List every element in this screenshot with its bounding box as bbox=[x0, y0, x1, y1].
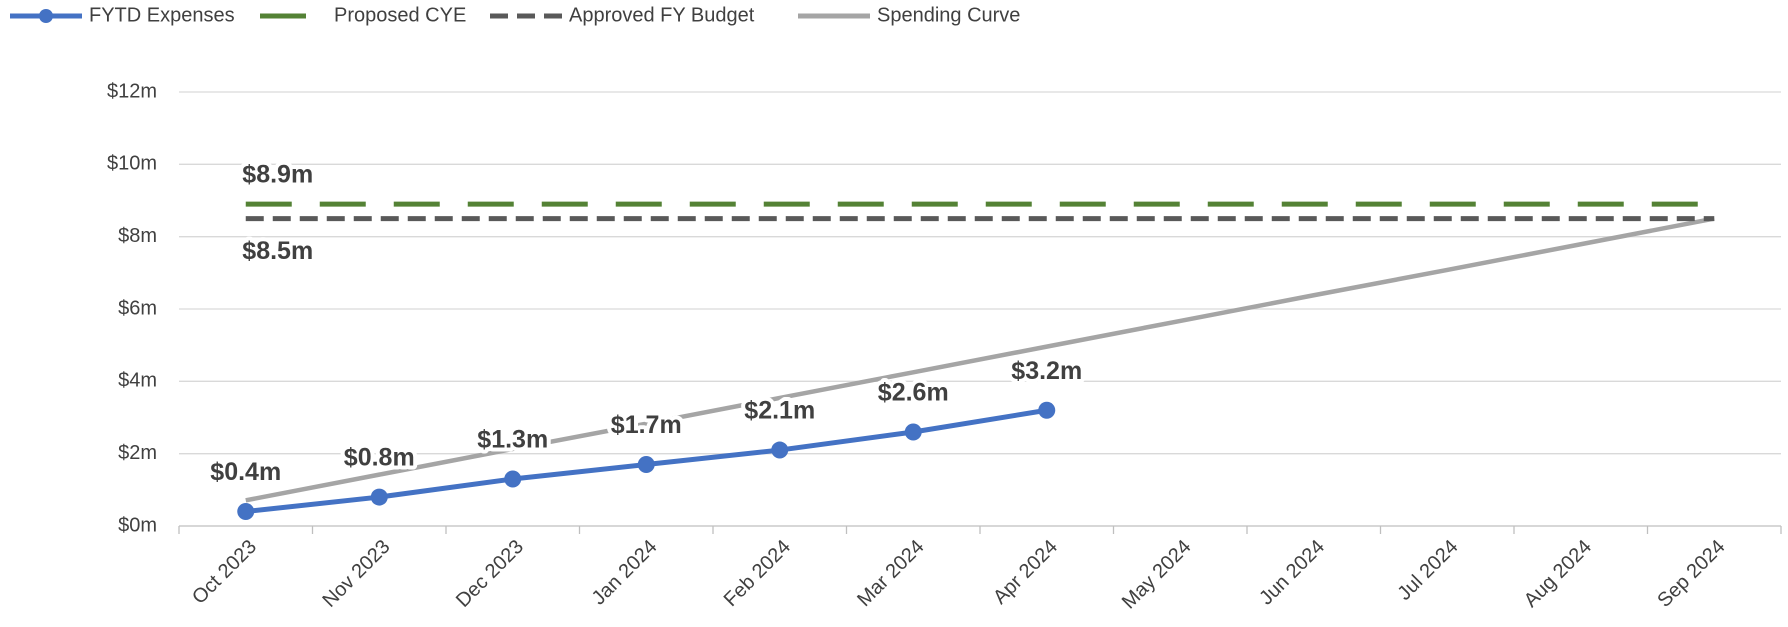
x-tick-label: Mar 2024 bbox=[853, 536, 928, 611]
x-tick-label: Oct 2023 bbox=[188, 536, 261, 609]
legend-label: Proposed CYE bbox=[334, 4, 466, 26]
legend-label: Spending Curve bbox=[877, 4, 1020, 26]
x-tick-label: Feb 2024 bbox=[720, 536, 795, 611]
legend-label: FYTD Expenses bbox=[89, 4, 235, 26]
marker bbox=[771, 441, 789, 459]
data-label: $2.1m bbox=[744, 397, 815, 425]
data-label: $1.3m bbox=[477, 426, 548, 454]
marker bbox=[504, 470, 522, 488]
series-line bbox=[245, 216, 1715, 503]
marker bbox=[904, 423, 922, 441]
y-tick-label: $0m bbox=[118, 514, 157, 536]
legend-label: Approved FY Budget bbox=[569, 4, 755, 26]
x-tick-label: Apr 2024 bbox=[989, 536, 1062, 609]
data-label: $0.4m bbox=[210, 458, 281, 486]
data-label: $8.9m bbox=[242, 161, 313, 189]
data-label: $0.8m bbox=[344, 444, 415, 472]
x-tick-label: Jun 2024 bbox=[1255, 536, 1329, 610]
data-label: $2.6m bbox=[878, 379, 949, 407]
marker bbox=[237, 503, 255, 521]
y-tick-label: $10m bbox=[107, 153, 157, 175]
data-label: $1.7m bbox=[611, 411, 682, 439]
y-tick-label: $6m bbox=[118, 297, 157, 319]
data-label: $8.5m bbox=[242, 237, 313, 265]
data-label: $3.2m bbox=[1011, 357, 1082, 385]
x-tick-label: Dec 2023 bbox=[452, 536, 528, 612]
x-tick-label: Aug 2024 bbox=[1520, 536, 1596, 612]
marker bbox=[1038, 401, 1056, 419]
y-tick-label: $4m bbox=[118, 370, 157, 392]
marker bbox=[637, 456, 655, 474]
y-tick-label: $12m bbox=[107, 80, 157, 102]
legend-marker bbox=[39, 9, 53, 23]
y-tick-label: $2m bbox=[118, 442, 157, 464]
x-tick-label: Jan 2024 bbox=[588, 536, 662, 610]
x-tick-label: May 2024 bbox=[1118, 536, 1196, 614]
y-tick-label: $8m bbox=[118, 225, 157, 247]
marker bbox=[370, 488, 388, 506]
x-tick-label: Nov 2023 bbox=[318, 536, 394, 612]
x-tick-label: Jul 2024 bbox=[1393, 536, 1462, 605]
x-tick-label: Sep 2024 bbox=[1653, 536, 1729, 612]
